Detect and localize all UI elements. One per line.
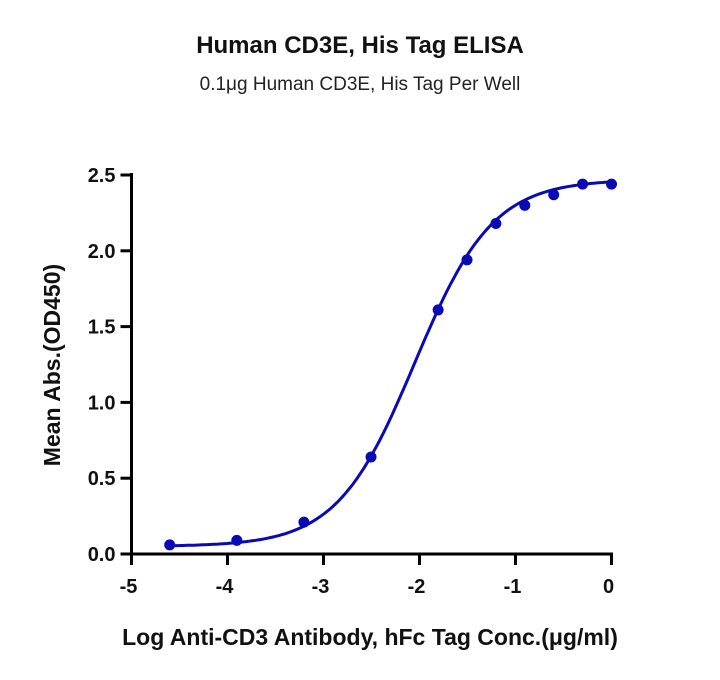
y-tick-label: 2.0 [88,241,116,263]
x-tick-label: -1 [504,576,522,598]
data-point [231,534,243,546]
data-point [548,189,560,201]
chart-subtitle: 0.1μg Human CD3E, His Tag Per Well [199,74,521,95]
x-tick-label: -2 [408,576,426,598]
data-point [519,199,531,211]
y-tick-label: 0.5 [88,468,116,490]
data-point [365,451,377,463]
x-tick-label: -4 [216,576,235,598]
data-point [298,516,310,528]
fit-curve [169,180,612,548]
data-point [577,178,589,190]
data-point [432,304,444,316]
data-point [164,539,176,551]
y-tick-label: 1.0 [88,392,116,414]
y-tick-label: 1.5 [88,317,116,339]
x-axis-label: Log Anti-CD3 Antibody, hFc Tag Conc.(μg/… [122,624,618,650]
x-tick-label: 0 [603,576,614,598]
y-tick-label: 2.5 [88,165,116,187]
data-point [490,218,502,230]
y-tick-label: 0.0 [88,544,116,566]
y-axis-label: Mean Abs.(OD450) [39,264,65,466]
data-point [606,178,617,190]
x-tick-label: -3 [312,576,330,598]
chart-title: Human CD3E, His Tag ELISA [196,32,524,59]
x-tick-label: -5 [120,576,138,598]
data-point [461,254,473,266]
